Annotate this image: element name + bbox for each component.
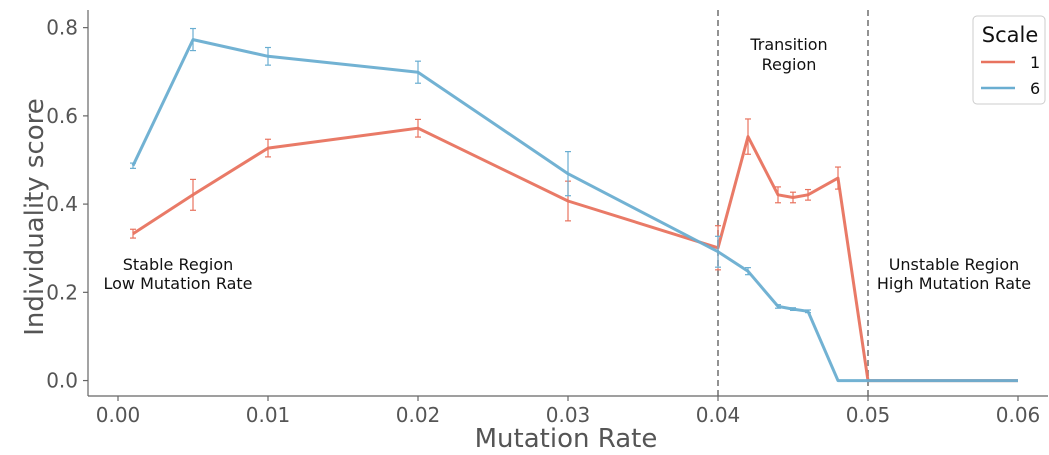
y-tick-label: 0.2 bbox=[46, 280, 78, 304]
series-scale-6 bbox=[130, 27, 1018, 383]
x-tick-label: 0.02 bbox=[396, 403, 441, 427]
annotation-unstable-region: Unstable Region High Mutation Rate bbox=[877, 255, 1031, 293]
x-axis-label: Mutation Rate bbox=[475, 424, 658, 454]
legend-label-scale-1: 1 bbox=[1030, 53, 1040, 72]
x-tick-label: 0.05 bbox=[846, 403, 891, 427]
series-line bbox=[132, 126, 1018, 383]
y-tick-label: 0.6 bbox=[46, 104, 78, 128]
y-tick-label: 0.0 bbox=[46, 369, 78, 393]
chart-ticks: 0.00 0.01 0.02 0.03 0.04 0.05 0.06 0.0 0.2 0.4 0.6… bbox=[46, 16, 1040, 427]
annotation-unstable-line-2: High Mutation Rate bbox=[877, 274, 1031, 293]
x-tick-label: 0.03 bbox=[546, 403, 591, 427]
annotation-transition-line-1: Transition bbox=[749, 35, 827, 54]
annotation-stable-line-1: Stable Region bbox=[123, 255, 234, 274]
annotation-transition-region: Transition Region bbox=[749, 35, 827, 74]
y-tick-label: 0.4 bbox=[46, 192, 78, 216]
annotation-unstable-line-1: Unstable Region bbox=[889, 255, 1020, 274]
annotation-stable-line-2: Low Mutation Rate bbox=[103, 274, 252, 293]
legend-label-scale-6: 6 bbox=[1030, 79, 1040, 98]
series-line bbox=[131, 38, 1018, 383]
y-axis-label: Individuality score bbox=[20, 98, 50, 336]
legend-title: Scale bbox=[982, 23, 1039, 47]
annotation-transition-line-2: Region bbox=[762, 55, 817, 74]
x-tick-label: 0.06 bbox=[996, 403, 1041, 427]
legend: Scale 1 6 bbox=[972, 15, 1046, 105]
series-scale-1 bbox=[130, 118, 1018, 383]
x-tick-label: 0.04 bbox=[696, 403, 741, 427]
region-divider-lines bbox=[717, 10, 869, 396]
annotation-stable-region: Stable Region Low Mutation Rate bbox=[103, 255, 252, 293]
x-tick-label: 0.01 bbox=[246, 403, 291, 427]
legend-frame bbox=[972, 15, 1046, 105]
y-tick-label: 0.8 bbox=[46, 16, 78, 40]
chart-series bbox=[130, 27, 1018, 383]
x-tick-label: 0.00 bbox=[96, 403, 141, 427]
